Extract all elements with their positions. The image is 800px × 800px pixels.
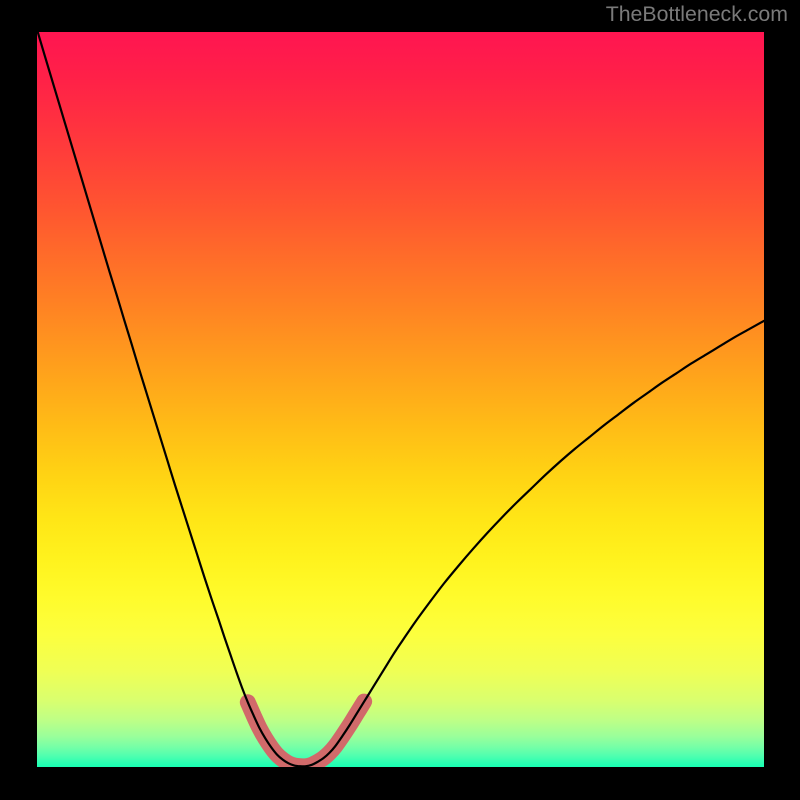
bottleneck-curve	[38, 32, 764, 766]
bottleneck-highlight	[248, 702, 364, 767]
chart-stage: TheBottleneck.com	[0, 0, 800, 800]
chart-svg	[37, 32, 764, 767]
watermark-text: TheBottleneck.com	[606, 2, 788, 27]
plot-area	[37, 32, 764, 767]
